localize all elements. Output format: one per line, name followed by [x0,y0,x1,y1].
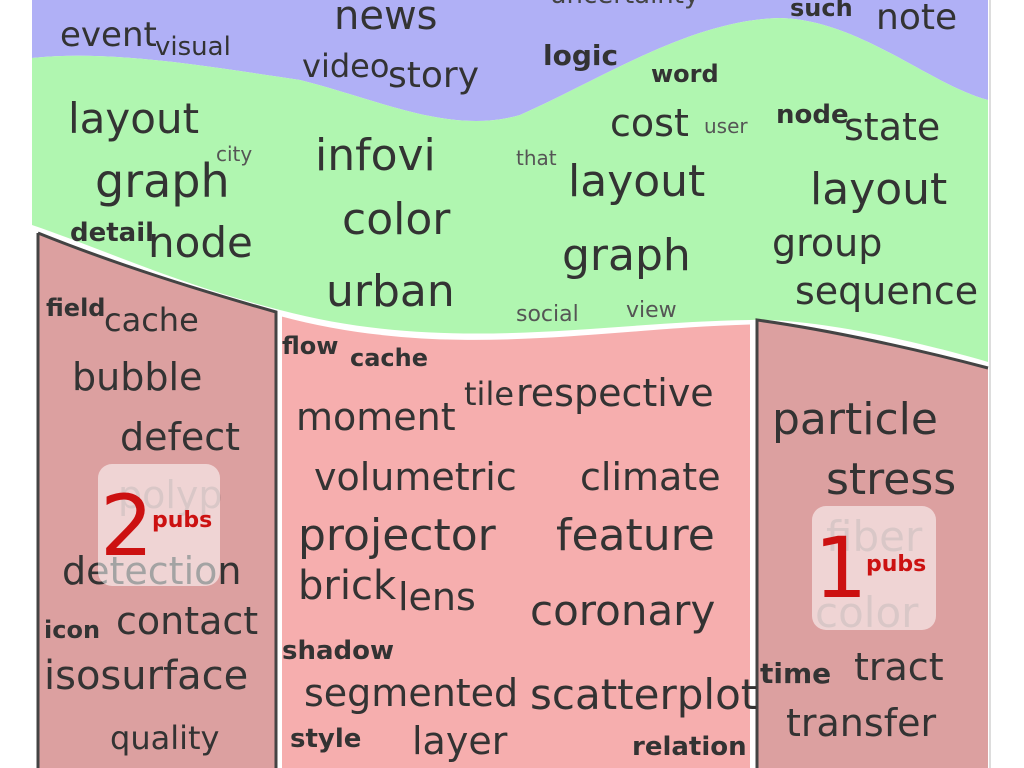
middle-word[interactable]: node [148,218,253,267]
middle-word[interactable]: graph [95,154,230,208]
center-word[interactable]: lens [398,575,476,619]
center-word[interactable]: flow [282,332,339,360]
middle-word[interactable]: graph [562,230,691,281]
right-word[interactable]: stress [826,454,957,505]
top-word[interactable]: event [60,15,157,55]
right-pubs-count: 1 [814,519,868,617]
center-panel-region[interactable] [282,315,750,768]
left-word[interactable]: quality [110,719,220,757]
middle-word[interactable]: layout [568,156,706,207]
right-pubs-badge[interactable] [812,506,936,630]
top-word[interactable]: such [790,0,853,22]
center-word[interactable]: segmented [304,671,519,715]
middle-word[interactable]: group [772,221,883,265]
middle-word[interactable]: infovi [315,130,436,181]
middle-word[interactable]: urban [326,266,455,317]
left-word[interactable]: isosurface [44,653,249,699]
center-panel-border [281,313,751,340]
top-word[interactable]: story [388,55,480,96]
left-word[interactable]: cache [104,301,199,339]
center-word[interactable]: relation [632,732,747,762]
top-word[interactable]: note [876,0,958,38]
center-word[interactable]: volumetric [314,455,517,499]
right-panel-border [755,318,989,768]
left-word[interactable]: icon [44,616,101,644]
left-word[interactable]: bubble [72,355,203,399]
center-word[interactable]: layer [412,719,508,763]
top-word[interactable]: visual [155,32,231,62]
middle-word[interactable]: color [342,194,451,245]
middle-word[interactable]: detail [70,218,155,248]
left-pubs-count: 2 [100,477,154,575]
right-word[interactable]: transfer [786,701,937,745]
center-word[interactable]: scatterplot [530,670,758,719]
center-word[interactable]: respective [516,371,714,415]
middle-word[interactable]: state [844,105,941,149]
center-word[interactable]: moment [296,395,456,439]
top-word[interactable]: logic [543,39,619,72]
top-word[interactable]: news [334,0,438,39]
left-word[interactable]: contact [116,599,259,643]
middle-word[interactable]: layout [68,94,200,143]
center-word[interactable]: tile [464,375,515,413]
center-word[interactable]: projector [298,510,496,561]
right-pubs-label: pubs [866,552,927,577]
middle-word[interactable]: cost [610,101,689,145]
left-pubs-badge[interactable] [98,464,220,586]
top-word[interactable]: word [651,60,719,88]
right-word[interactable]: time [760,657,832,690]
right-word[interactable]: particle [772,394,938,445]
middle-word[interactable]: view [626,298,677,323]
middle-word[interactable]: city [216,142,253,166]
center-word[interactable]: brick [298,563,397,609]
middle-word[interactable]: sequence [795,269,979,313]
left-pubs-label: pubs [152,508,213,533]
middle-word[interactable]: that [516,146,557,170]
middle-word[interactable]: node [776,100,849,130]
left-word[interactable]: defect [120,415,241,459]
center-word[interactable]: feature [556,510,715,561]
middle-word[interactable]: social [516,302,579,327]
center-word[interactable]: style [290,724,362,754]
right-word[interactable]: tract [854,645,944,689]
top-word[interactable]: uncertainty [550,0,699,8]
middle-word[interactable]: user [704,114,748,138]
center-word[interactable]: climate [580,455,721,499]
middle-band-region[interactable] [32,18,988,362]
center-word[interactable]: coronary [530,586,716,635]
center-word[interactable]: cache [350,344,429,372]
top-band-region[interactable] [32,0,988,121]
center-word[interactable]: shadow [282,636,395,666]
top-word[interactable]: video [302,47,390,85]
left-word[interactable]: field [46,294,106,322]
left-panel-border [36,231,278,768]
middle-word[interactable]: layout [810,164,948,215]
